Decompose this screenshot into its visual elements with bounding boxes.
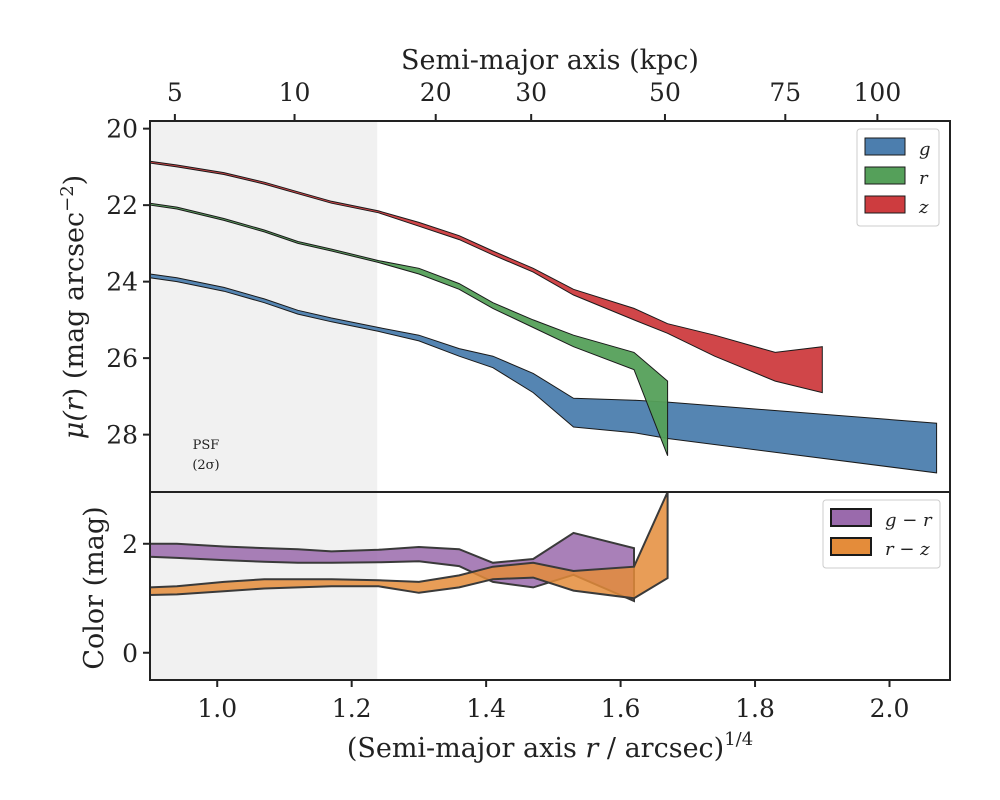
bottom-panel-frame [149, 491, 951, 681]
band-top-1 [149, 202, 669, 456]
band-bottom-0 [149, 531, 635, 603]
top-y-tick-label: 22 [106, 191, 138, 220]
legend-label: z [918, 197, 929, 218]
bottom-x-tick-label: 1.6 [601, 694, 641, 723]
bottom-x-tick-label: 1.4 [466, 694, 506, 723]
top-x-tick-label: 30 [515, 78, 547, 107]
top-y-tick-label: 28 [106, 421, 138, 450]
bottom-axis-ticks: 0 2 1.0 1.2 1.4 1.6 1.8 2.0 [122, 530, 909, 723]
bottom-x-axis-title: (Semi-major axis r / arcsec)1/4 [347, 729, 753, 764]
legend-label: r − z [885, 539, 930, 560]
psf-label-line1: PSF [193, 438, 220, 453]
legend-swatch [864, 166, 906, 185]
top-x-tick-label: 20 [420, 78, 452, 107]
top-axis-ticks: 20 22 24 26 28 5 10 20 30 50 75 100 [106, 78, 901, 450]
top-panel: PSF (2σ) 20 22 24 26 28 5 10 20 30 50 75 100 grz [106, 78, 951, 493]
top-series-group [149, 160, 938, 474]
top-y-tick-label: 20 [106, 115, 138, 144]
legend-label: g [919, 139, 931, 160]
top-legend: grz [856, 128, 940, 227]
bottom-x-tick-label: 1.8 [735, 694, 775, 723]
top-y-axis-title: μ(r) (mag arcsec−2) [57, 175, 90, 439]
bottom-series-group [149, 491, 669, 603]
legend-swatch [830, 537, 872, 556]
legend-swatch [830, 508, 872, 527]
bottom-legend: g − r r − z [822, 499, 941, 569]
band-top-0 [149, 273, 938, 474]
top-x-tick-label: 75 [769, 78, 801, 107]
top-x-axis-title: Semi-major axis (kpc) [401, 45, 699, 76]
psf-shaded-region [150, 121, 378, 492]
top-y-tick-label: 24 [106, 268, 138, 297]
bottom-x-tick-label: 2.0 [870, 694, 910, 723]
top-y-tick-label: 26 [106, 344, 138, 373]
legend-label: r [919, 168, 929, 189]
bottom-x-tick-label: 1.0 [197, 694, 237, 723]
legend-swatch [864, 137, 906, 156]
bottom-panel: 0 2 1.0 1.2 1.4 1.6 1.8 2.0 g − r r − z [122, 491, 951, 723]
top-x-tick-label: 10 [279, 78, 311, 107]
top-x-tick-label: 50 [649, 78, 681, 107]
bottom-y-tick-label: 0 [122, 639, 138, 668]
top-x-tick-label: 5 [167, 78, 183, 107]
psf-label-line2: (2σ) [192, 458, 219, 473]
band-bottom-1 [149, 491, 669, 600]
top-x-tick-label: 100 [854, 78, 902, 107]
bottom-x-tick-label: 1.2 [332, 694, 372, 723]
bottom-y-axis-title: Color (mag) [79, 506, 110, 669]
bottom-y-tick-label: 2 [122, 530, 138, 559]
band-top-2 [149, 160, 823, 394]
legend-label: g − r [885, 510, 933, 531]
legend-swatch [864, 195, 906, 214]
